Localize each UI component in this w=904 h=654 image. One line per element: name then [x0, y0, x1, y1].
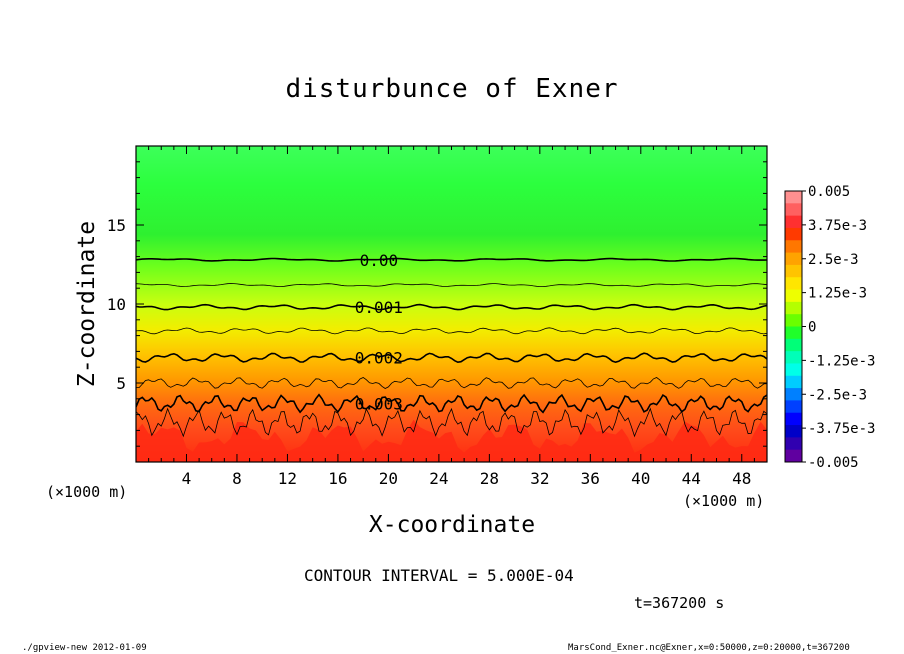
contour-label: 0.002 — [355, 349, 403, 368]
contour-line — [136, 283, 767, 287]
colorbar-label: 2.5e-3 — [808, 252, 859, 268]
x-unit-label: (×1000 m) — [683, 492, 764, 510]
x-tick-label: 32 — [530, 469, 549, 488]
colorbar-swatch — [785, 240, 802, 254]
x-tick-label: 48 — [732, 469, 751, 488]
colorbar-label: 0.005 — [808, 184, 850, 200]
y-tick-label: 15 — [107, 216, 126, 235]
contour-line — [136, 407, 767, 438]
x-tick-label: 36 — [581, 469, 600, 488]
x-tick-label: 44 — [682, 469, 701, 488]
x-tick-label: 28 — [480, 469, 499, 488]
contour-line — [136, 303, 767, 311]
contour-label: 0.001 — [355, 298, 403, 317]
contour-interval: CONTOUR INTERVAL = 5.000E-04 — [304, 566, 574, 585]
colorbar-swatch — [785, 289, 802, 303]
colorbar-swatch — [785, 338, 802, 352]
colorbar-swatch — [785, 314, 802, 327]
x-tick-label: 16 — [328, 469, 347, 488]
y-unit-label: (×1000 m) — [46, 483, 127, 501]
colorbar-label: 3.75e-3 — [808, 218, 867, 234]
contour-label: 0.003 — [355, 395, 403, 414]
colorbar-swatch — [785, 301, 802, 315]
footer-left: ./gpview-new 2012-01-09 — [22, 643, 147, 653]
x-tick-label: 40 — [631, 469, 650, 488]
y-axis-label: Z-coordinate — [74, 221, 100, 387]
y-tick-label: 5 — [116, 374, 126, 393]
y-tick-label: 10 — [107, 295, 126, 314]
colorbar-label: -1.25e-3 — [808, 353, 875, 369]
colorbar-swatch — [785, 363, 802, 377]
chart-title: disturbunce of Exner — [285, 74, 619, 104]
contour-line — [136, 377, 767, 389]
time-label: t=367200 s — [634, 594, 725, 612]
footer-right: MarsCond_Exner.nc@Exner,x=0:50000,z=0:20… — [568, 643, 850, 653]
colorbar-label: 1.25e-3 — [808, 286, 867, 302]
colorbar-swatch — [785, 191, 802, 204]
colorbar-swatch — [785, 277, 802, 291]
colorbar-swatch — [785, 425, 802, 438]
colorbar-swatch — [785, 412, 802, 426]
x-tick-label: 20 — [379, 469, 398, 488]
colorbar-swatch — [785, 203, 802, 217]
colorbar-label: 0 — [808, 320, 816, 336]
contour-line — [136, 393, 767, 414]
x-axis-label: X-coordinate — [368, 512, 536, 538]
colorbar-label: -2.5e-3 — [808, 387, 867, 403]
colorbar-swatch — [785, 400, 802, 414]
colorbar-label: -0.005 — [808, 455, 859, 471]
surface-region — [136, 419, 767, 462]
x-tick-label: 12 — [278, 469, 297, 488]
colorbar-swatch — [785, 326, 802, 340]
x-tick-label: 24 — [429, 469, 448, 488]
colorbar-swatch — [785, 375, 802, 389]
colorbar-swatch — [785, 388, 802, 401]
contour-label: 0.00 — [360, 251, 399, 270]
contour-line — [136, 257, 767, 262]
colorbar-label: -3.75e-3 — [808, 421, 875, 437]
colorbar-swatch — [785, 215, 802, 229]
colorbar-swatch — [785, 252, 802, 266]
colorbar-swatch — [785, 264, 802, 278]
x-tick-label: 8 — [232, 469, 242, 488]
contour-line — [136, 327, 767, 335]
colorbar-swatch — [785, 449, 802, 463]
x-tick-label: 4 — [182, 469, 192, 488]
colorbar-swatch — [785, 227, 802, 241]
contour-line — [136, 352, 767, 364]
colorbar-swatch — [785, 437, 802, 451]
colorbar-swatch — [785, 351, 802, 364]
